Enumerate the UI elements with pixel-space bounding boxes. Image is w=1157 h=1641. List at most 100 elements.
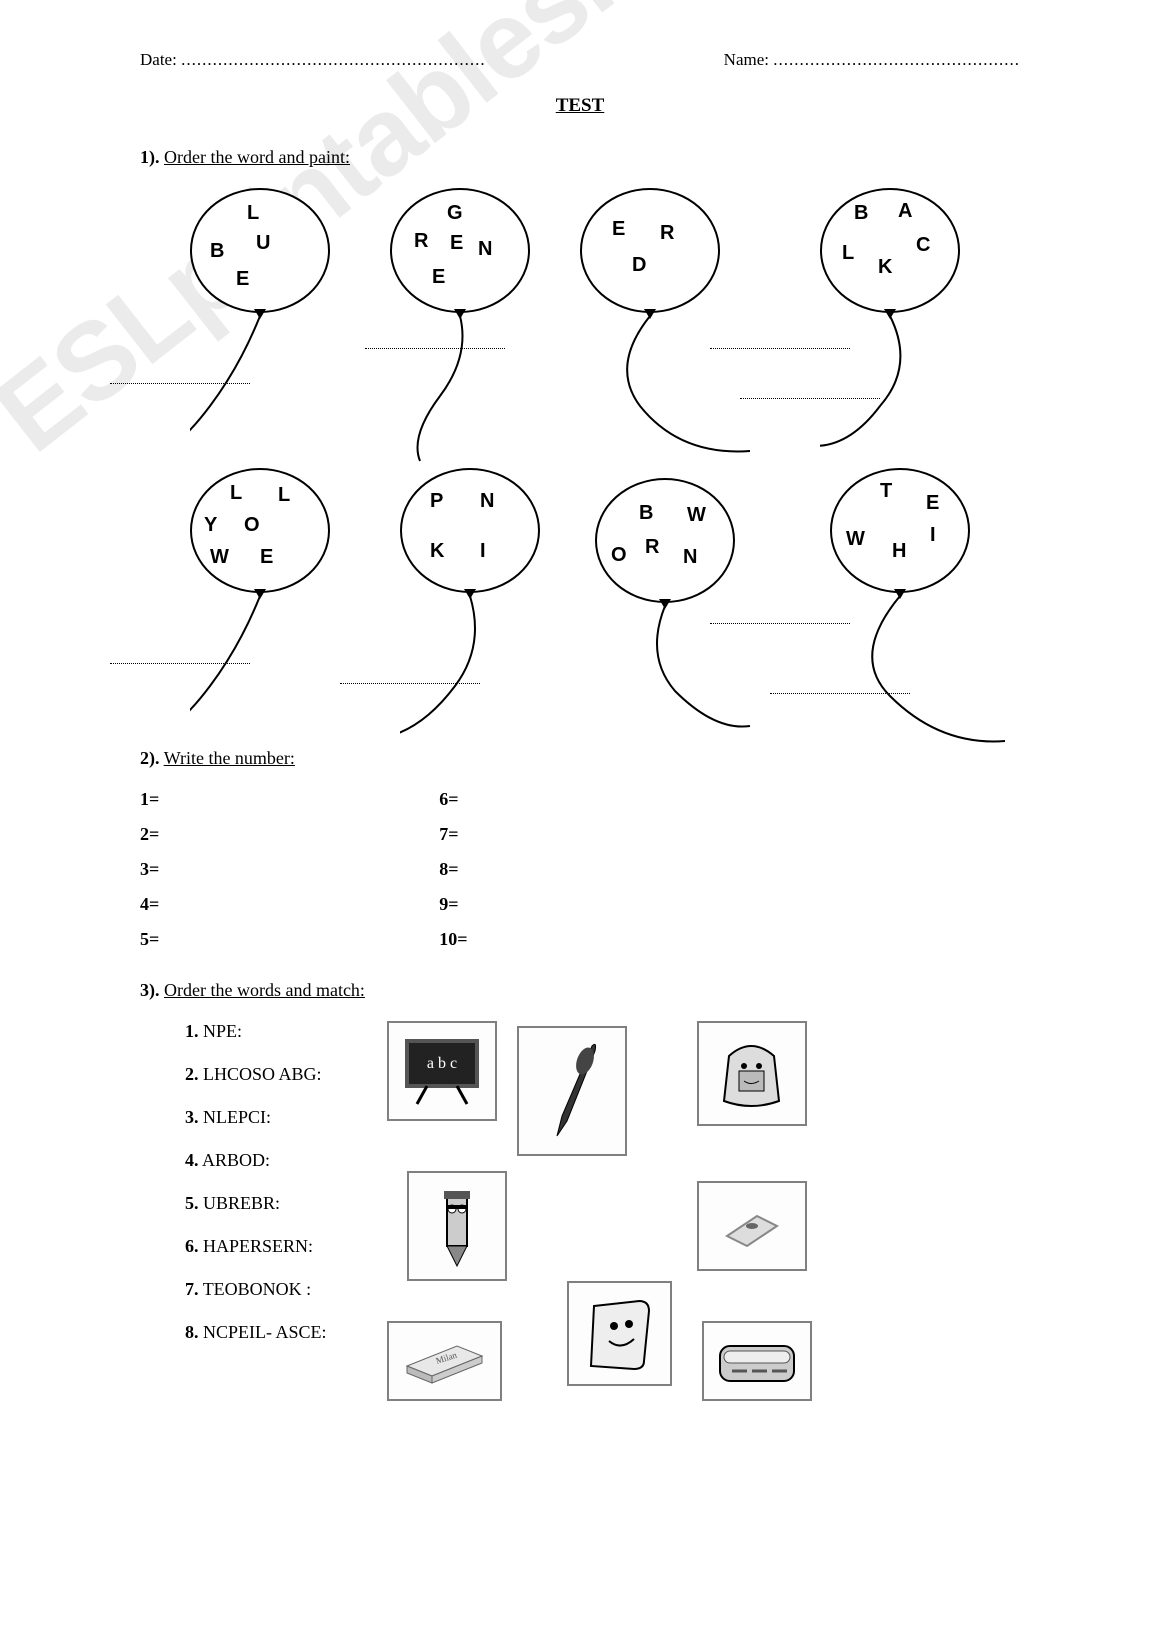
balloon-circle: B W O R N	[595, 478, 735, 603]
letter: E	[926, 492, 939, 515]
letter: U	[256, 232, 270, 255]
answer-line[interactable]	[110, 663, 250, 664]
numbers-left-col: 1= 2= 3= 4= 5=	[140, 789, 159, 950]
balloon-circle: B A L C K	[820, 188, 960, 313]
letter: R	[660, 222, 674, 245]
q1-heading: 1). Order the word and paint:	[140, 147, 1020, 168]
balloon-string	[190, 306, 340, 456]
pic-pencil[interactable]	[407, 1171, 507, 1281]
number-item[interactable]: 4=	[140, 894, 159, 915]
answer-line[interactable]	[340, 683, 480, 684]
page-title: TEST	[140, 95, 1020, 117]
case-icon	[712, 1331, 802, 1391]
list-item: 3. NLEPCI:	[185, 1107, 327, 1128]
q2-text: Write the number:	[164, 748, 295, 768]
list-item: 7. TEOBONOK :	[185, 1279, 327, 1300]
number-item[interactable]: 7=	[439, 824, 467, 845]
letter: L	[230, 482, 242, 505]
notebook-icon	[579, 1291, 659, 1376]
balloon-string	[580, 306, 780, 466]
balloon-area: L U B E G R E N E E R	[140, 188, 1020, 748]
letter: E	[236, 268, 249, 291]
balloon-circle: L U B E	[190, 188, 330, 313]
pic-sharpener[interactable]	[697, 1181, 807, 1271]
date-field: Date: ..................................…	[140, 50, 486, 70]
letter: K	[430, 540, 444, 563]
balloon-green: G R E N E	[390, 188, 540, 313]
balloon-white: T E W I H	[830, 468, 980, 593]
numbers-block: 1= 2= 3= 4= 5= 6= 7= 8= 9= 10=	[140, 789, 1020, 950]
letter: N	[683, 546, 697, 569]
q3-pics: a b c Milan	[387, 1021, 827, 1451]
q1-text: Order the word and paint:	[164, 147, 350, 167]
letter: H	[892, 540, 906, 563]
item-word: NLEPCI:	[203, 1107, 271, 1127]
item-number: 2.	[185, 1064, 199, 1084]
number-item[interactable]: 6=	[439, 789, 467, 810]
balloon-blue: L U B E	[190, 188, 340, 313]
balloon-circle: L L Y O W E	[190, 468, 330, 593]
answer-line[interactable]	[365, 348, 505, 349]
balloon-string	[595, 596, 765, 746]
letter: O	[244, 514, 260, 537]
letter: T	[880, 480, 892, 503]
list-item: 1. NPE:	[185, 1021, 327, 1042]
q3-text: Order the words and match:	[164, 980, 365, 1000]
numbers-right-col: 6= 7= 8= 9= 10=	[439, 789, 467, 950]
name-label: Name:	[724, 50, 769, 69]
answer-line[interactable]	[110, 383, 250, 384]
letter: Y	[204, 514, 217, 537]
balloon-circle: E R D	[580, 188, 720, 313]
item-number: 6.	[185, 1236, 199, 1256]
letter: P	[430, 490, 443, 513]
balloon-string	[820, 306, 970, 466]
letter: L	[278, 484, 290, 507]
letter: I	[480, 540, 486, 563]
list-item: 2. LHCOSO ABG:	[185, 1064, 327, 1085]
letter: R	[414, 230, 428, 253]
letter: O	[611, 544, 627, 567]
pic-pen[interactable]	[517, 1026, 627, 1156]
number-item[interactable]: 2=	[140, 824, 159, 845]
number-item[interactable]: 10=	[439, 929, 467, 950]
item-word: TEOBONOK :	[203, 1279, 312, 1299]
worksheet-page: Date: ..................................…	[140, 50, 1020, 1451]
letter: L	[247, 202, 259, 225]
pic-bag[interactable]	[697, 1021, 807, 1126]
list-item: 6. HAPERSERN:	[185, 1236, 327, 1257]
sharpener-icon	[712, 1196, 792, 1256]
number-item[interactable]: 8=	[439, 859, 467, 880]
pic-rubber[interactable]: Milan	[387, 1321, 502, 1401]
q3-heading: 3). Order the words and match:	[140, 980, 1020, 1001]
item-word: NPE:	[203, 1021, 242, 1041]
board-icon: a b c	[402, 1036, 482, 1106]
number-item[interactable]: 3=	[140, 859, 159, 880]
balloon-string	[400, 586, 550, 746]
letter: B	[210, 240, 224, 263]
letter: N	[478, 238, 492, 261]
q2-number: 2).	[140, 748, 160, 768]
answer-line[interactable]	[710, 623, 850, 624]
name-blank[interactable]: ........................................…	[773, 50, 1020, 69]
letter: E	[450, 232, 463, 255]
item-word: UBREBR:	[203, 1193, 280, 1213]
letter: E	[260, 546, 273, 569]
item-word: ARBOD:	[202, 1150, 270, 1170]
letter: E	[612, 218, 625, 241]
balloon-circle: T E W I H	[830, 468, 970, 593]
number-item[interactable]: 9=	[439, 894, 467, 915]
pic-case[interactable]	[702, 1321, 812, 1401]
balloon-pink: P N K I	[400, 468, 550, 593]
answer-line[interactable]	[740, 398, 880, 399]
q3-body: 1. NPE: 2. LHCOSO ABG: 3. NLEPCI: 4. ARB…	[140, 1021, 1020, 1451]
pic-notebook[interactable]	[567, 1281, 672, 1386]
svg-text:a b c: a b c	[426, 1055, 456, 1072]
letter: G	[447, 202, 463, 225]
number-item[interactable]: 1=	[140, 789, 159, 810]
answer-line[interactable]	[770, 693, 910, 694]
number-item[interactable]: 5=	[140, 929, 159, 950]
balloon-red: E R D	[580, 188, 730, 313]
item-number: 7.	[185, 1279, 199, 1299]
date-blank[interactable]: ........................................…	[181, 50, 486, 69]
pic-board[interactable]: a b c	[387, 1021, 497, 1121]
